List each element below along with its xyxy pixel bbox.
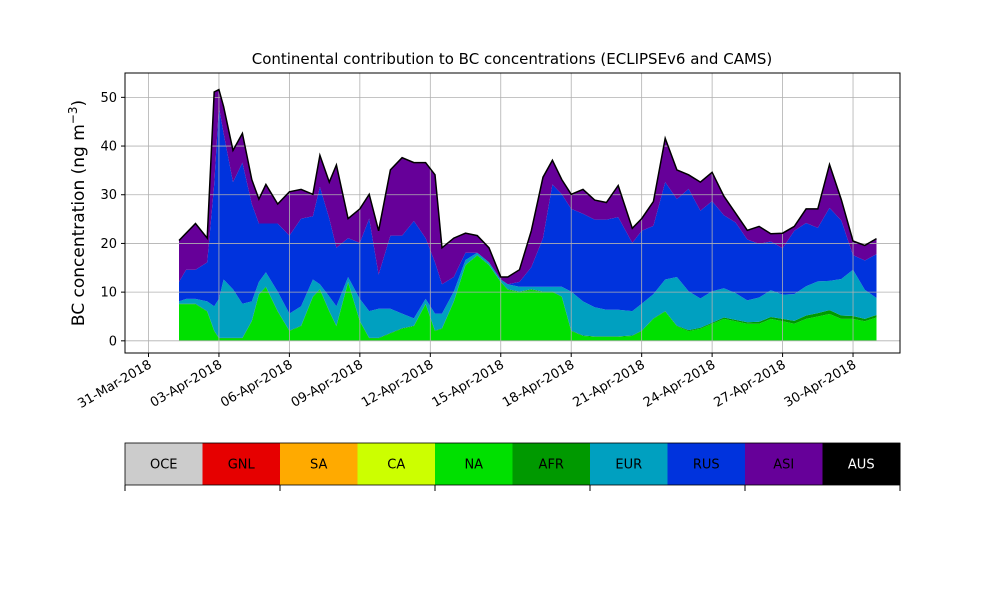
y-axis-label: BC concentration (ng m−3) bbox=[66, 100, 89, 326]
legend-label-asi: ASI bbox=[773, 458, 794, 473]
y-axis-label-close: ) bbox=[69, 100, 89, 107]
y-tick-label: 40 bbox=[100, 140, 117, 155]
series-layer bbox=[179, 89, 877, 341]
plot-area bbox=[124, 72, 901, 354]
legend-swatch-aus bbox=[822, 443, 901, 485]
legend-label-gnl: GNL bbox=[228, 458, 256, 473]
colorbar-legend: OCE GNL SA CA NA AFR EUR RUS ASI AUS bbox=[124, 442, 901, 491]
legend-swatch-oce bbox=[125, 443, 203, 485]
plot-frame bbox=[124, 72, 901, 354]
legend-label-ca: CA bbox=[387, 458, 405, 473]
legend-label-oce: OCE bbox=[150, 458, 178, 473]
grid-layer bbox=[125, 73, 900, 353]
legend-label-rus: RUS bbox=[693, 458, 720, 473]
y-axis-label-exponent: −3 bbox=[66, 106, 80, 124]
y-tick-label: 30 bbox=[100, 188, 117, 203]
y-tick-label: 0 bbox=[109, 334, 117, 349]
area-series-asi bbox=[179, 90, 877, 285]
y-axis-label-text: BC concentration (ng m bbox=[69, 124, 89, 326]
area-series-na bbox=[179, 255, 877, 341]
chart-title: Continental contribution to BC concentra… bbox=[252, 50, 773, 68]
y-axis: 0 10 20 30 40 50 bbox=[100, 91, 125, 349]
total-concentration-line bbox=[178, 88, 877, 278]
legend-swatch-rus bbox=[667, 443, 746, 485]
legend-label-sa: SA bbox=[310, 458, 327, 473]
legend-swatch-na bbox=[435, 443, 513, 485]
legend-swatch-gnl bbox=[202, 443, 281, 485]
legend-label-na: NA bbox=[464, 458, 483, 473]
legend-swatch-eur bbox=[590, 443, 668, 485]
legend-frame bbox=[124, 442, 901, 486]
legend-swatch-afr bbox=[512, 443, 591, 485]
legend-label-afr: AFR bbox=[539, 458, 564, 473]
y-tick-label: 50 bbox=[100, 91, 117, 106]
legend-swatch-sa bbox=[280, 443, 358, 485]
y-tick-label: 20 bbox=[100, 237, 117, 252]
legend-swatch-ca bbox=[357, 443, 436, 485]
legend-label-eur: EUR bbox=[615, 458, 642, 473]
legend-label-aus: AUS bbox=[848, 458, 875, 473]
area-series-eur bbox=[179, 252, 877, 338]
y-tick-label: 10 bbox=[100, 286, 117, 301]
area-series-rus bbox=[179, 106, 877, 319]
legend-swatch-asi bbox=[745, 443, 823, 485]
